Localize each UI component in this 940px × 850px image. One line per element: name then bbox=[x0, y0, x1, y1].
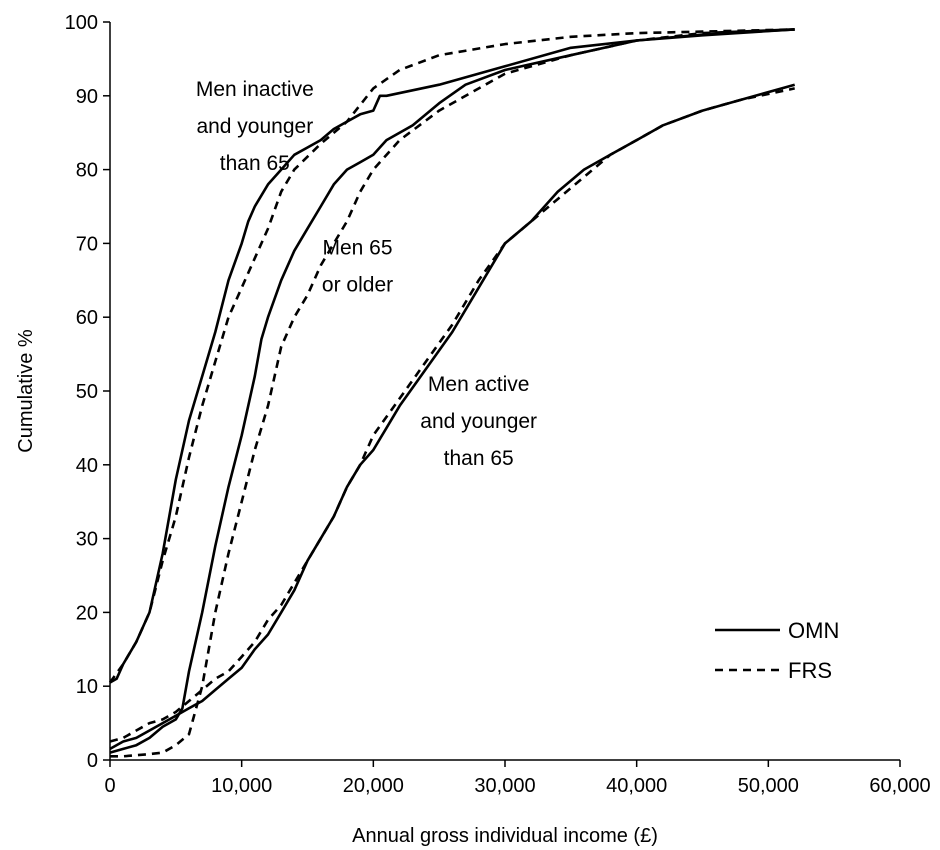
y-tick-label: 50 bbox=[76, 381, 98, 403]
x-tick-label: 50,000 bbox=[738, 775, 799, 797]
series-line-men-65-or-older-frs bbox=[110, 28, 795, 758]
annotation-line: Men 65 bbox=[323, 236, 393, 259]
legend-label-omn: OMN bbox=[788, 618, 839, 643]
y-tick-label: 0 bbox=[87, 750, 98, 772]
y-axis-ticks: 0 10 20 30 40 50 60 70 80 90 100 bbox=[65, 12, 110, 772]
series-line-men-65-or-older-omn bbox=[109, 28, 795, 754]
series-line-men-inactive-and-younger-than-65-omn bbox=[109, 28, 795, 684]
legend: OMN FRS bbox=[715, 618, 839, 683]
y-tick-label: 90 bbox=[76, 86, 98, 108]
x-axis-title: Annual gross individual income (£) bbox=[352, 825, 658, 847]
x-tick-label: 20,000 bbox=[343, 775, 404, 797]
y-tick-label: 100 bbox=[65, 12, 98, 34]
y-tick-label: 20 bbox=[76, 602, 98, 624]
annotation-line: or older bbox=[322, 273, 393, 296]
y-tick-label: 60 bbox=[76, 307, 98, 329]
series-annotation: Men active and younger than 65 bbox=[420, 373, 537, 470]
legend-label-frs: FRS bbox=[788, 658, 832, 683]
x-tick-label: 60,000 bbox=[869, 775, 930, 797]
series-line-men-inactive-and-younger-than-65-frs bbox=[108, 28, 795, 684]
y-tick-label: 70 bbox=[76, 233, 98, 255]
annotation-line: Men inactive bbox=[196, 78, 314, 101]
y-tick-label: 80 bbox=[76, 160, 98, 182]
series-layer bbox=[108, 28, 796, 758]
annotation-line: Men active bbox=[428, 373, 530, 396]
x-axis-ticks: 0 10,000 20,000 30,000 40,000 50,000 60,000 bbox=[104, 760, 931, 797]
annotation-line: than 65 bbox=[220, 152, 290, 175]
x-tick-label: 30,000 bbox=[474, 775, 535, 797]
annotation-line: and younger bbox=[196, 115, 313, 138]
x-tick-label: 10,000 bbox=[211, 775, 272, 797]
x-tick-label: 40,000 bbox=[606, 775, 667, 797]
y-tick-label: 30 bbox=[76, 529, 98, 551]
annotation-line: than 65 bbox=[444, 447, 514, 470]
series-line-men-active-and-younger-than-65-frs bbox=[109, 87, 795, 743]
x-tick-label: 0 bbox=[104, 775, 115, 797]
y-tick-label: 40 bbox=[76, 455, 98, 477]
annotation-line: and younger bbox=[420, 410, 537, 433]
y-tick-label: 10 bbox=[76, 676, 98, 698]
series-annotation: Men inactive and younger than 65 bbox=[196, 78, 314, 175]
annotation-layer: Men inactive and younger than 65 Men 65 or o… bbox=[196, 78, 537, 470]
y-axis-title: Cumulative % bbox=[15, 329, 37, 453]
series-annotation: Men 65 or older bbox=[322, 236, 393, 296]
